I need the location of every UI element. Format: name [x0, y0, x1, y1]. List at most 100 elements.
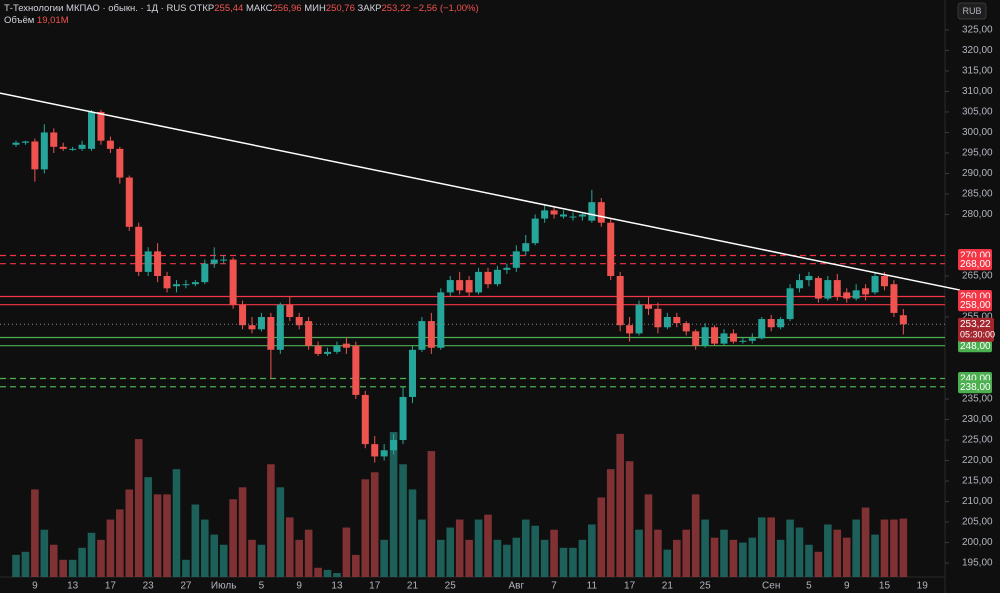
- volume-bar: [219, 544, 228, 577]
- volume-bar: [606, 469, 615, 577]
- volume-bar: [229, 499, 237, 577]
- candle-body: [361, 394, 369, 445]
- candle-body: [78, 144, 86, 149]
- candle-body: [88, 111, 96, 149]
- volume-bar: [238, 487, 247, 577]
- y-tick-label: 200,00: [962, 537, 993, 548]
- currency-button[interactable]: [957, 2, 987, 20]
- last-price-label: 253,22: [960, 319, 991, 330]
- volume-bar: [880, 519, 889, 577]
- level-label: 248,00: [960, 341, 991, 352]
- candle-body: [578, 214, 586, 217]
- y-tick-label: 215,00: [962, 476, 993, 487]
- volume-bar: [663, 549, 672, 577]
- candle-body: [644, 304, 652, 309]
- x-tick-label: 27: [180, 581, 192, 592]
- volume-bar: [503, 544, 511, 577]
- candle-body: [408, 349, 416, 397]
- x-tick-label: 19: [917, 581, 929, 592]
- volume-bar: [276, 487, 285, 577]
- volume-bar: [342, 527, 351, 577]
- y-tick-label: 310,00: [962, 86, 993, 97]
- candle-body: [229, 259, 237, 305]
- volume-bar: [465, 539, 473, 577]
- volume-bar: [757, 517, 766, 577]
- volume-bar: [116, 509, 124, 577]
- candle-body: [399, 396, 407, 441]
- volume-bar: [210, 534, 219, 577]
- x-tick-label: 9: [844, 581, 850, 592]
- x-tick-label: 17: [105, 581, 117, 592]
- volume-bar: [31, 489, 39, 577]
- y-tick-label: 320,00: [962, 45, 993, 56]
- candle-body: [69, 148, 77, 150]
- x-tick-label: 17: [624, 581, 636, 592]
- candle-body: [616, 275, 624, 326]
- candle-body: [682, 323, 690, 332]
- volume-bar: [682, 529, 691, 577]
- volume-bar: [12, 554, 20, 577]
- candle-body: [248, 325, 256, 330]
- volume-bar: [59, 559, 67, 577]
- x-tick-label: 15: [879, 581, 891, 592]
- candle-body: [871, 275, 879, 293]
- candle-body: [692, 331, 700, 346]
- volume-bar: [97, 539, 105, 577]
- candle-body: [390, 440, 398, 451]
- volume-bar: [333, 573, 341, 577]
- level-label-box: [958, 339, 992, 353]
- x-tick-label: 5: [806, 581, 812, 592]
- volume-bar: [861, 507, 870, 577]
- volume-bar: [474, 519, 483, 577]
- candle-body: [522, 243, 530, 252]
- candle-body: [371, 444, 379, 457]
- volume-bar: [484, 514, 492, 577]
- candle-body: [739, 340, 747, 342]
- volume-bar: [635, 529, 643, 577]
- y-tick-label: 225,00: [962, 435, 993, 446]
- volume-bar: [616, 433, 624, 577]
- volume-bar: [521, 519, 530, 577]
- candle-body: [777, 319, 785, 328]
- level-label: 258,00: [960, 300, 991, 311]
- candle-body: [588, 202, 596, 221]
- volume-bar: [691, 494, 700, 577]
- volume-bar: [40, 529, 49, 577]
- level-label-box: [958, 298, 992, 312]
- volume-bar: [597, 497, 606, 577]
- volume-bar: [201, 519, 209, 577]
- y-tick-label: 290,00: [962, 168, 993, 179]
- volume-bar: [899, 518, 908, 577]
- candle-body: [748, 338, 756, 341]
- x-tick-label: 25: [445, 581, 457, 592]
- candle-body: [833, 280, 841, 297]
- volume-bar: [314, 567, 322, 577]
- candle-body: [210, 259, 218, 264]
- candle-body: [97, 111, 105, 141]
- level-label-box: [958, 380, 992, 394]
- level-label: 270,00: [960, 251, 991, 262]
- candle-body: [862, 288, 870, 295]
- level-label: 260,00: [960, 292, 991, 303]
- volume-bar: [399, 464, 407, 577]
- candle-body: [597, 202, 605, 223]
- candle-body: [125, 177, 133, 227]
- candle-body: [286, 304, 294, 318]
- currency[interactable]: RUB: [962, 6, 981, 16]
- x-tick-label: Июль: [211, 581, 237, 592]
- volume-bar: [182, 559, 190, 577]
- volume-bar: [87, 532, 96, 577]
- level-label: 238,00: [960, 382, 991, 393]
- candle-body: [711, 327, 719, 344]
- volume-bar: [125, 489, 134, 577]
- volume-bar: [191, 504, 200, 577]
- candle-body: [796, 280, 804, 289]
- y-tick-label: 280,00: [962, 209, 993, 220]
- candle-body: [352, 345, 360, 395]
- volume-bar: [21, 551, 30, 577]
- volume-bar: [304, 529, 313, 577]
- y-tick-label: 285,00: [962, 189, 993, 200]
- x-tick-label: 13: [67, 581, 79, 592]
- value: 250,76: [325, 3, 355, 14]
